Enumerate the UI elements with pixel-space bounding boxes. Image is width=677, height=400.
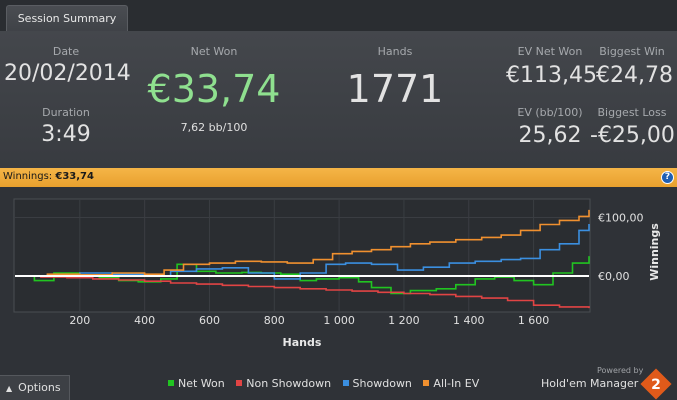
bigwin-value: €24,78 xyxy=(596,63,673,88)
y-axis-ticks: €0,00 €100,00 xyxy=(598,212,644,283)
options-toggle[interactable]: ▲ Options xyxy=(0,375,70,400)
hem-logo-number: 2 xyxy=(651,377,661,393)
winnings-value: €33,74 xyxy=(55,171,94,182)
x-tick-label: 1 600 xyxy=(518,314,550,327)
footer: ▲ Options Net Won Non Showdown Showdown A… xyxy=(0,366,677,400)
bb100-value: 7,62 bb/100 xyxy=(180,121,248,134)
duration-value: 3:49 xyxy=(41,122,91,147)
evbb-label: EV (bb/100) xyxy=(517,106,583,119)
tab-bar: Session Summary xyxy=(0,0,677,32)
x-tick-label: 1 200 xyxy=(388,314,420,327)
summary-panel: Date 20/02/2014 Duration 3:49 Net Won €3… xyxy=(0,31,677,168)
winnings-bar: Winnings: €33,74 ? xyxy=(0,168,677,187)
evbb-value: 25,62 xyxy=(518,123,582,148)
bigloss-value: -€25,00 xyxy=(590,123,675,148)
plot-background xyxy=(13,198,591,313)
x-axis-label: Hands xyxy=(283,336,322,349)
x-tick-label: 1 400 xyxy=(453,314,485,327)
powered-by-label: Powered by xyxy=(597,366,644,375)
ev-label: EV Net Won xyxy=(517,45,583,58)
y-tick-label: €0,00 xyxy=(598,270,630,283)
chart-series xyxy=(15,209,590,309)
x-axis-ticks: 200 400 600 800 1 000 1 200 1 400 1 600 xyxy=(69,314,549,327)
winnings-chart: 200 400 600 800 1 000 1 200 1 400 1 600 €0,00 €1… xyxy=(0,187,677,375)
netwon-label: Net Won xyxy=(190,45,238,58)
duration-label: Duration xyxy=(42,106,90,119)
legend-label: Net Won xyxy=(178,377,225,390)
x-tick-label: 800 xyxy=(264,314,285,327)
x-tick-label: 600 xyxy=(199,314,220,327)
netwon-value: €33,74 xyxy=(147,67,281,111)
x-tick-label: 200 xyxy=(69,314,90,327)
chevron-up-icon: ▲ xyxy=(6,384,13,393)
series-line-all-in-ev xyxy=(15,209,590,277)
brand-label: Hold'em Manager xyxy=(541,377,639,390)
x-tick-label: 400 xyxy=(134,314,155,327)
legend-swatch xyxy=(342,380,349,386)
series-line-non-showdown xyxy=(15,275,590,309)
winnings-summary: Winnings: €33,74 xyxy=(3,171,94,182)
legend-swatch xyxy=(168,380,174,386)
chart-svg: 200 400 600 800 1 000 1 200 1 400 1 600 €0,00 €1… xyxy=(13,198,661,349)
y-axis-label: Winnings xyxy=(648,223,661,281)
legend-swatch xyxy=(423,380,430,386)
legend-label: Non Showdown xyxy=(246,377,332,390)
chart-legend: Net Won Non Showdown Showdown All-In EV xyxy=(168,377,487,395)
date-label: Date xyxy=(52,45,80,58)
hands-value: 1771 xyxy=(346,67,444,111)
legend-allin-ev[interactable]: All-In EV xyxy=(423,377,479,390)
ev-value: €113,45 xyxy=(506,63,597,88)
legend-net-won[interactable]: Net Won xyxy=(168,377,225,390)
help-icon[interactable]: ? xyxy=(661,171,674,184)
tab-session-summary[interactable]: Session Summary xyxy=(6,5,128,32)
options-label: Options xyxy=(18,381,61,394)
legend-showdown[interactable]: Showdown xyxy=(342,377,412,390)
date-value: 20/02/2014 xyxy=(4,61,131,86)
bigwin-label: Biggest Win xyxy=(599,45,665,58)
x-tick-label: 1 000 xyxy=(323,314,355,327)
winnings-label: Winnings: xyxy=(3,171,53,182)
bigloss-label: Biggest Loss xyxy=(597,106,667,119)
y-tick-label: €100,00 xyxy=(598,212,644,225)
legend-swatch xyxy=(236,380,243,386)
legend-label: Showdown xyxy=(352,377,412,390)
legend-non-showdown[interactable]: Non Showdown xyxy=(236,377,331,390)
hands-label: Hands xyxy=(377,45,413,58)
legend-label: All-In EV xyxy=(433,377,480,390)
